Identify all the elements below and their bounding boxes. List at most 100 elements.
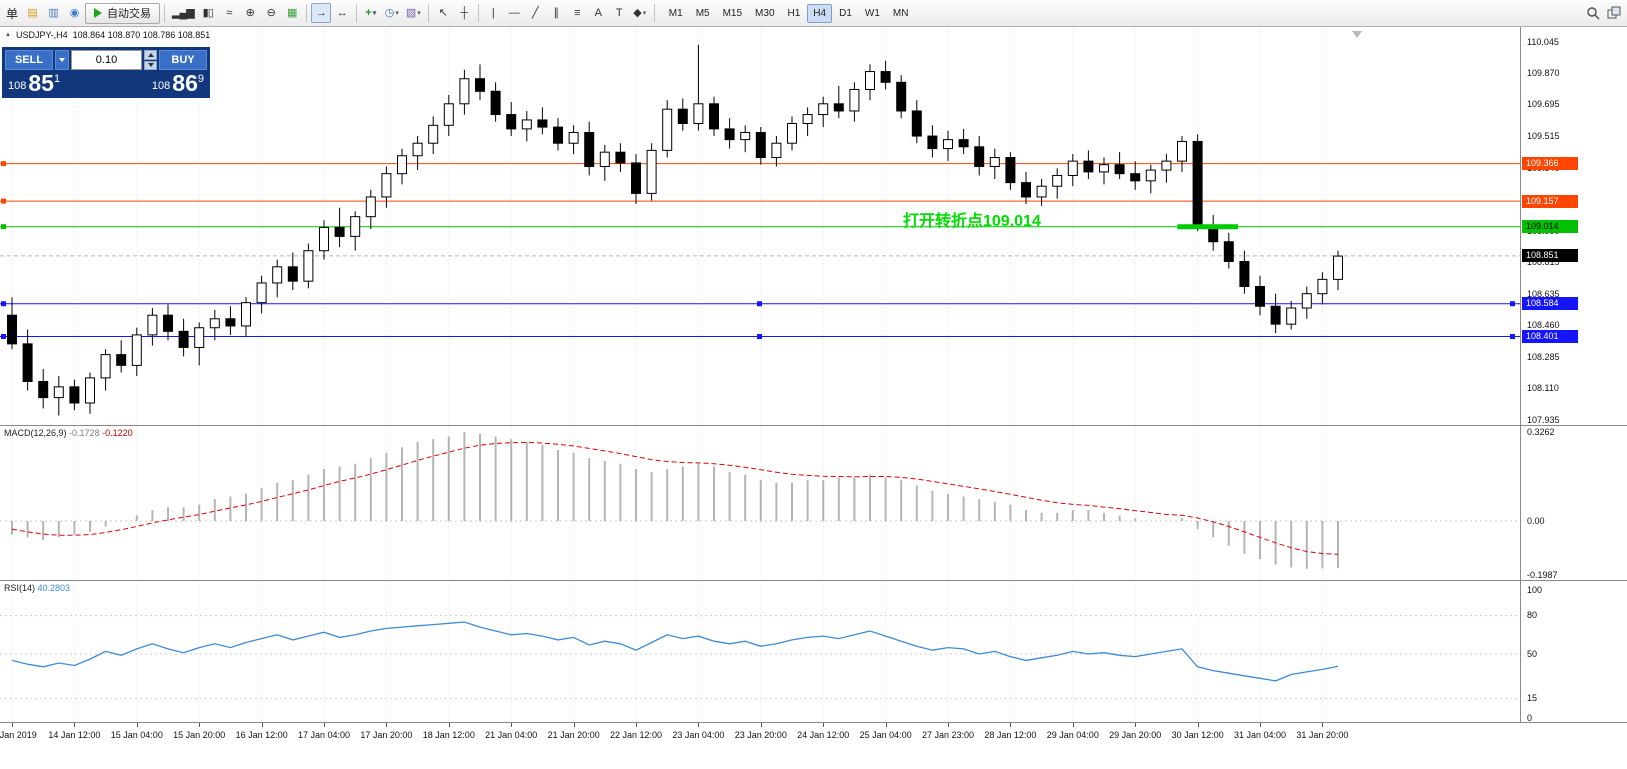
symbol-ohlc: 108.864 108.870 108.786 108.851 [72, 30, 211, 40]
candle-bullish [989, 157, 1000, 168]
macd-axis[interactable]: 0.3262 0.00 -0.1987 [1520, 425, 1627, 580]
rsi-label: RSI(14) 40.2803 [4, 583, 71, 593]
templates-icon[interactable]: ▧ ▾ [403, 3, 424, 23]
buy-button[interactable]: BUY [159, 50, 207, 70]
sell-button[interactable]: SELL [5, 50, 53, 70]
horizontal-line-icon[interactable]: — [504, 3, 524, 23]
candle-bearish [755, 131, 766, 159]
candle-bearish [1005, 157, 1016, 184]
candle-bullish [365, 196, 376, 218]
line-handle[interactable] [1510, 301, 1515, 307]
candle-bullish [381, 173, 392, 198]
macd-label: MACD(12,26,9) -0.1728 -0.1220 [4, 428, 133, 438]
play-icon [94, 8, 103, 18]
line-handle[interactable] [757, 301, 762, 307]
line-chart-icon[interactable]: ≈ [219, 3, 239, 23]
dropdown-arrow-icon[interactable]: ▾ [417, 10, 421, 17]
line-handle[interactable] [1, 301, 6, 307]
line-handle[interactable] [1, 224, 6, 230]
candle-bullish [194, 327, 205, 348]
macd-canvas[interactable] [0, 426, 1520, 580]
time-axis[interactable]: 13 Jan 2019 14 Jan 12:00 15 Jan 04:00 15 Ja… [0, 722, 1627, 769]
crosshair-icon[interactable]: ┼ [454, 3, 474, 23]
macd-panel[interactable]: MACD(12,26,9) -0.1728 -0.1220 [0, 425, 1520, 580]
time-label: 15 Jan 20:00 [173, 730, 226, 740]
dropdown-arrow-icon[interactable]: ▾ [372, 10, 377, 17]
search-icon[interactable] [1583, 3, 1603, 23]
time-label: 21 Jan 04:00 [485, 730, 538, 740]
cursor-icon[interactable]: ↖ [433, 3, 453, 23]
candle-bullish [1301, 293, 1312, 309]
fibonacci-icon[interactable]: ≡ [567, 3, 587, 23]
timeframe-MN[interactable]: MN [887, 4, 915, 23]
volume-dropdown-button[interactable] [55, 50, 69, 70]
candle-bullish [428, 124, 439, 144]
volume-input[interactable] [71, 50, 142, 70]
rsi-tick: 15 [1527, 693, 1538, 704]
time-tick [573, 723, 575, 727]
price-tick: 110.045 [1527, 36, 1559, 47]
volume-up-button[interactable] [144, 50, 157, 60]
rsi-axis[interactable]: 100 80 50 15 0 [1520, 580, 1627, 722]
candle-bullish [459, 78, 470, 105]
new-chart-icon[interactable]: ▤ [22, 3, 42, 23]
timeframe-D1[interactable]: D1 [833, 4, 858, 23]
candle-bearish [724, 128, 735, 141]
candle-bearish [553, 126, 563, 144]
price-chart-panel[interactable]: ▲ USDJPY-,H4 108.864 108.870 108.786 108… [0, 27, 1520, 425]
text-tool-icon[interactable]: A [588, 3, 608, 23]
timeframe-H1[interactable]: H1 [782, 4, 807, 23]
trendline-icon[interactable]: ╱ [525, 3, 545, 23]
channel-icon[interactable]: ∥ [546, 3, 566, 23]
zoom-in-icon[interactable]: ⊕ [240, 3, 260, 23]
candle-bearish [537, 119, 548, 128]
panels-icon[interactable] [1604, 3, 1624, 23]
sell-price[interactable]: 108 85 1 [8, 70, 61, 96]
candle-bullish [53, 386, 64, 399]
vertical-line-icon[interactable]: | [483, 3, 503, 23]
line-handle[interactable] [1510, 334, 1515, 340]
candlestick-canvas[interactable] [0, 27, 1520, 425]
candle-bullish [521, 119, 532, 130]
line-handle[interactable] [757, 334, 762, 340]
timeframe-M30[interactable]: M30 [749, 4, 780, 23]
candle-bearish [677, 108, 688, 125]
tile-windows-icon[interactable]: ▦ [282, 3, 302, 23]
candle-bearish [69, 386, 80, 404]
profiles-icon[interactable]: ▥ [43, 3, 63, 23]
candle-bearish [506, 114, 517, 130]
dropdown-arrow-icon[interactable]: ▾ [395, 10, 399, 17]
shapes-icon[interactable]: ◆ ▾ [630, 3, 650, 23]
line-handle[interactable] [1, 198, 6, 204]
candle-bearish [225, 318, 236, 327]
chart-annotation[interactable]: 打开转折点109.014 [903, 213, 1041, 230]
bar-chart-icon[interactable]: ▂▄▆ [169, 3, 197, 23]
line-handle[interactable] [1, 334, 6, 340]
auto-scroll-icon[interactable]: → [310, 3, 331, 23]
price-axis[interactable]: 110.045109.870109.695109.515109.340109.1… [1520, 27, 1627, 425]
candle-bullish [1145, 169, 1156, 182]
candlestick-chart-icon[interactable]: ▮▯ [198, 3, 218, 23]
indicators-icon[interactable]: + ▾ [361, 3, 381, 23]
buy-price[interactable]: 108 86 9 [151, 70, 204, 96]
macd-tick: 0.3262 [1527, 426, 1555, 437]
timeframe-M5[interactable]: M5 [690, 4, 716, 23]
timeframe-W1[interactable]: W1 [859, 4, 886, 23]
label-tool-icon[interactable]: T [609, 3, 629, 23]
candle-bearish [163, 314, 173, 332]
dropdown-arrow-icon[interactable]: ▾ [642, 10, 647, 17]
chart-shift-marker[interactable] [1352, 31, 1362, 38]
timeframe-H4[interactable]: H4 [807, 3, 833, 23]
new-order-label[interactable]: 单 [6, 6, 19, 21]
line-handle[interactable] [1, 161, 6, 167]
timeframe-M15[interactable]: M15 [717, 4, 748, 23]
volume-down-button[interactable] [144, 60, 157, 70]
rsi-panel[interactable]: RSI(14) 40.2803 [0, 580, 1520, 722]
help-icon[interactable]: ◉ [64, 3, 84, 23]
chart-shift-icon[interactable]: ↔ [332, 3, 352, 23]
auto-trading-button[interactable]: 自动交易 [85, 2, 161, 24]
timeframe-M1[interactable]: M1 [663, 4, 689, 23]
periods-icon[interactable]: ◷ ▾ [382, 3, 402, 23]
rsi-canvas[interactable] [0, 581, 1520, 722]
zoom-out-icon[interactable]: ⊖ [261, 3, 281, 23]
